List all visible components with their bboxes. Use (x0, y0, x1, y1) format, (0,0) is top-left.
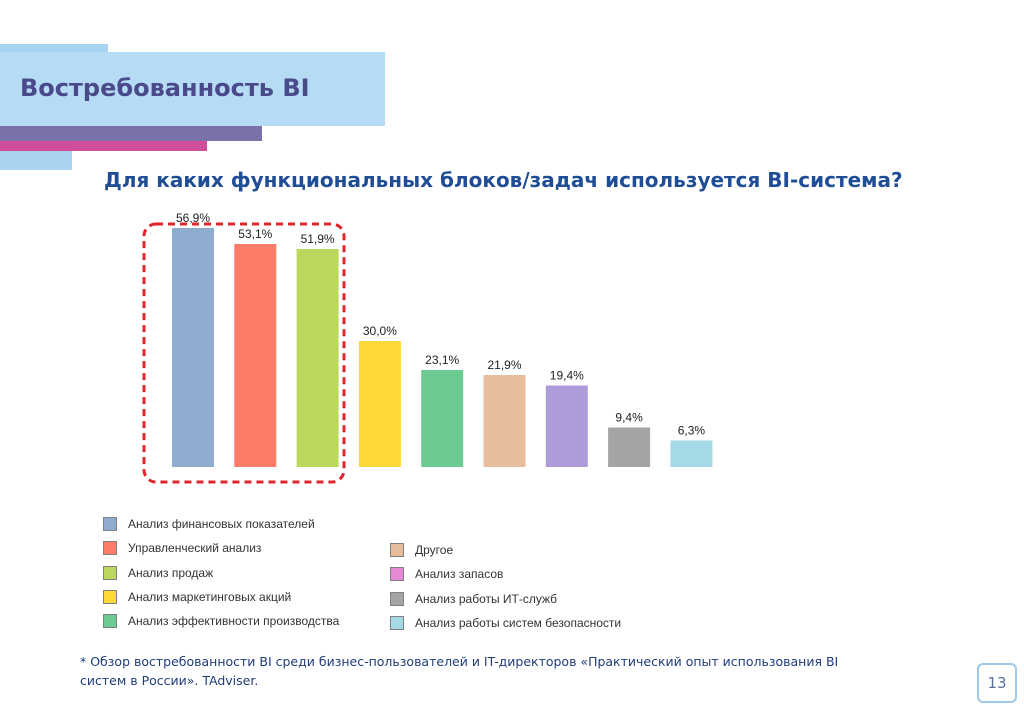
legend-item-9: Анализ работы систем безопасности (390, 614, 621, 632)
header-stripe-purple (0, 126, 262, 141)
bar-4 (358, 341, 401, 467)
header-stripe-light-blue-top (0, 44, 108, 52)
legend-label: Управленческий анализ (128, 541, 262, 556)
legend-item-8: Анализ работы ИТ-служб (390, 590, 557, 608)
page-number-badge: 13 (977, 663, 1017, 703)
legend-item-5: Анализ эффективности производства (103, 612, 339, 630)
legend-label: Анализ работы систем безопасности (415, 615, 622, 630)
legend-item-3: Анализ продаж (103, 564, 213, 582)
legend-label: Анализ продаж (128, 565, 214, 580)
bar-value-label-4: 30,0% (363, 324, 397, 338)
legend-swatch (103, 541, 117, 556)
legend-item-2: Управленческий анализ (103, 539, 261, 557)
title-band (0, 52, 385, 126)
legend-item-6: Другое (390, 541, 453, 559)
legend-swatch (390, 543, 404, 557)
legend-item-1: Анализ финансовых показателей (103, 515, 315, 533)
bar-value-label-2: 53,1% (238, 227, 272, 241)
bar-8 (608, 427, 651, 467)
page-number: 13 (987, 674, 1007, 692)
bar-value-label-1: 56,9% (176, 211, 210, 225)
bar-6 (483, 375, 526, 467)
chart-question-title: Для каких функциональных блоков/задач ис… (104, 168, 903, 192)
bar-7 (545, 385, 588, 467)
bar-5 (421, 370, 464, 467)
bar-1 (172, 228, 214, 467)
slide-title: Востребованность BI (20, 74, 310, 102)
bar-value-label-7: 19,4% (550, 369, 584, 383)
legend-label: Анализ маркетинговых акций (128, 589, 292, 604)
bar-9 (670, 440, 713, 467)
bar-value-label-3: 51,9% (301, 232, 335, 246)
legend-label: Другое (415, 543, 454, 557)
legend-swatch (390, 615, 404, 630)
top-three-highlight-frame (142, 222, 346, 484)
bar-value-label-8: 9,4% (615, 411, 643, 425)
bar-value-label-6: 21,9% (487, 358, 521, 372)
header-stripe-light-blue-bottom (0, 151, 72, 170)
bar-value-label-5: 23,1% (425, 353, 459, 367)
legend-swatch (103, 565, 117, 580)
legend-item-4: Анализ маркетинговых акций (103, 588, 291, 606)
header-stripe-pink (0, 141, 207, 151)
legend-label: Анализ финансовых показателей (128, 517, 315, 531)
legend-item-7: Анализ запасов (390, 565, 503, 583)
legend-swatch (103, 589, 117, 604)
bar-3 (296, 249, 339, 467)
source-footnote: * Обзор востребованности BI среди бизнес… (80, 654, 839, 688)
legend-label: Анализ эффективности производства (128, 614, 340, 629)
legend-swatch (390, 567, 404, 582)
legend-label: Анализ запасов (415, 567, 504, 582)
legend-label: Анализ работы ИТ-служб (415, 591, 558, 606)
bar-2 (234, 244, 277, 467)
legend-swatch (103, 517, 117, 531)
legend-swatch (103, 614, 117, 629)
bar-value-label-9: 6,3% (678, 424, 706, 438)
legend-swatch (390, 591, 404, 606)
